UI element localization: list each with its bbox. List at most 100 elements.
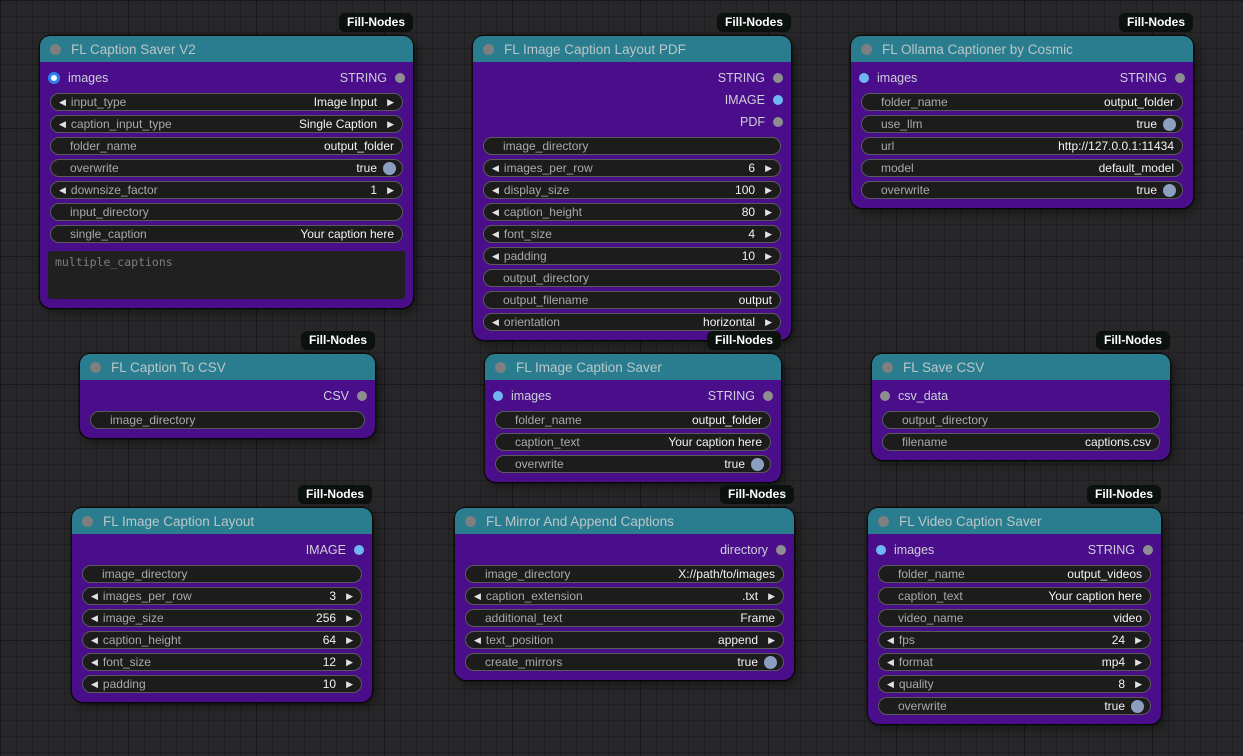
input-port-dot[interactable] [859,73,869,83]
decrement-arrow-icon[interactable]: ◀ [474,590,481,601]
toggle-dot-icon[interactable] [383,161,396,175]
node-fl-image-caption-layout[interactable]: FL Image Caption Layout IMAGE image_direct… [72,508,372,702]
decrement-arrow-icon[interactable]: ◀ [492,184,499,195]
decrement-arrow-icon[interactable]: ◀ [91,634,98,645]
output-port-dot[interactable] [763,391,773,401]
collapse-dot-icon[interactable] [90,361,101,373]
output-port-dot[interactable] [354,545,364,555]
decrement-arrow-icon[interactable]: ◀ [59,96,66,107]
widget-folder-name[interactable]: folder_name output_folder [50,137,403,155]
output-port-dot[interactable] [776,545,786,555]
widget-use-llm[interactable]: use_llm true [861,115,1183,133]
widget-image-directory[interactable]: image_directory X://path/to/images [465,565,784,583]
widget-padding[interactable]: ◀ padding 10 ▶ [483,247,781,265]
increment-arrow-icon[interactable]: ▶ [1135,678,1142,689]
output-port-dot[interactable] [395,73,405,83]
increment-arrow-icon[interactable]: ▶ [765,250,772,261]
decrement-arrow-icon[interactable]: ◀ [492,228,499,239]
collapse-dot-icon[interactable] [483,43,494,55]
increment-arrow-icon[interactable]: ▶ [1135,634,1142,645]
increment-arrow-icon[interactable]: ▶ [346,656,353,667]
input-port-dot[interactable] [493,391,503,401]
increment-arrow-icon[interactable]: ▶ [346,590,353,601]
toggle-dot-icon[interactable] [751,457,764,471]
node-fl-mirror-and-append-captions[interactable]: FL Mirror And Append Captions directory im… [455,508,794,680]
widget-overwrite[interactable]: overwrite true [495,455,771,473]
widget-font-size[interactable]: ◀ font_size 4 ▶ [483,225,781,243]
input-port-dot[interactable] [876,545,886,555]
widget-display-size[interactable]: ◀ display_size 100 ▶ [483,181,781,199]
output-port-dot[interactable] [773,73,783,83]
decrement-arrow-icon[interactable]: ◀ [887,634,894,645]
widget-output-filename[interactable]: output_filename output [483,291,781,309]
toggle-dot-icon[interactable] [1163,117,1176,131]
decrement-arrow-icon[interactable]: ◀ [492,250,499,261]
increment-arrow-icon[interactable]: ▶ [765,184,772,195]
decrement-arrow-icon[interactable]: ◀ [887,656,894,667]
widget-overwrite[interactable]: overwrite true [50,159,403,177]
widget-caption-text[interactable]: caption_text Your caption here [495,433,771,451]
decrement-arrow-icon[interactable]: ◀ [492,206,499,217]
increment-arrow-icon[interactable]: ▶ [387,184,394,195]
widget-image-size[interactable]: ◀ image_size 256 ▶ [82,609,362,627]
widget-folder-name[interactable]: folder_name output_folder [861,93,1183,111]
input-port-dot[interactable] [48,72,60,84]
increment-arrow-icon[interactable]: ▶ [768,590,775,601]
toggle-dot-icon[interactable] [1131,699,1144,713]
widget-input-directory[interactable]: input_directory [50,203,403,221]
collapse-dot-icon[interactable] [861,43,872,55]
widget-caption-extension[interactable]: ◀ caption_extension .txt ▶ [465,587,784,605]
increment-arrow-icon[interactable]: ▶ [387,118,394,129]
increment-arrow-icon[interactable]: ▶ [1135,656,1142,667]
widget-caption-input-type[interactable]: ◀ caption_input_type Single Caption ▶ [50,115,403,133]
widget-create-mirrors[interactable]: create_mirrors true [465,653,784,671]
increment-arrow-icon[interactable]: ▶ [765,316,772,327]
decrement-arrow-icon[interactable]: ◀ [492,162,499,173]
collapse-dot-icon[interactable] [50,43,61,55]
output-port-dot[interactable] [357,391,367,401]
widget-fps[interactable]: ◀ fps 24 ▶ [878,631,1151,649]
collapse-dot-icon[interactable] [465,515,476,527]
node-fl-caption-to-csv[interactable]: FL Caption To CSV CSV image_directory [80,354,375,438]
widget-caption-text[interactable]: caption_text Your caption here [878,587,1151,605]
widget-output-directory[interactable]: output_directory [483,269,781,287]
increment-arrow-icon[interactable]: ▶ [765,228,772,239]
collapse-dot-icon[interactable] [882,361,893,373]
widget-folder-name[interactable]: folder_name output_folder [495,411,771,429]
widget-image-directory[interactable]: image_directory [90,411,365,429]
widget-url[interactable]: url http://127.0.0.1:11434 [861,137,1183,155]
widget-orientation[interactable]: ◀ orientation horizontal ▶ [483,313,781,331]
input-port-dot[interactable] [880,391,890,401]
widget-filename[interactable]: filename captions.csv [882,433,1160,451]
node-fl-ollama-captioner-by-cosmic[interactable]: FL Ollama Captioner by Cosmic images STRIN… [851,36,1193,208]
widget-quality[interactable]: ◀ quality 8 ▶ [878,675,1151,693]
widget-video-name[interactable]: video_name video [878,609,1151,627]
node-fl-save-csv[interactable]: FL Save CSV csv_data output_directory filen… [872,354,1170,460]
increment-arrow-icon[interactable]: ▶ [765,206,772,217]
widget-text-position[interactable]: ◀ text_position append ▶ [465,631,784,649]
decrement-arrow-icon[interactable]: ◀ [91,612,98,623]
widget-model[interactable]: model default_model [861,159,1183,177]
decrement-arrow-icon[interactable]: ◀ [887,678,894,689]
toggle-dot-icon[interactable] [764,655,777,669]
output-port-dot[interactable] [773,95,783,105]
widget-padding[interactable]: ◀ padding 10 ▶ [82,675,362,693]
widget-images-per-row[interactable]: ◀ images_per_row 3 ▶ [82,587,362,605]
increment-arrow-icon[interactable]: ▶ [768,634,775,645]
output-port-dot[interactable] [1143,545,1153,555]
collapse-dot-icon[interactable] [878,515,889,527]
increment-arrow-icon[interactable]: ▶ [346,634,353,645]
widget-single-caption[interactable]: single_caption Your caption here [50,225,403,243]
widget-image-directory[interactable]: image_directory [483,137,781,155]
decrement-arrow-icon[interactable]: ◀ [59,118,66,129]
decrement-arrow-icon[interactable]: ◀ [474,634,481,645]
widget-overwrite[interactable]: overwrite true [878,697,1151,715]
decrement-arrow-icon[interactable]: ◀ [59,184,66,195]
collapse-dot-icon[interactable] [82,515,93,527]
decrement-arrow-icon[interactable]: ◀ [492,316,499,327]
increment-arrow-icon[interactable]: ▶ [765,162,772,173]
widget-additional-text[interactable]: additional_text Frame [465,609,784,627]
widget-image-directory[interactable]: image_directory [82,565,362,583]
widget-images-per-row[interactable]: ◀ images_per_row 6 ▶ [483,159,781,177]
